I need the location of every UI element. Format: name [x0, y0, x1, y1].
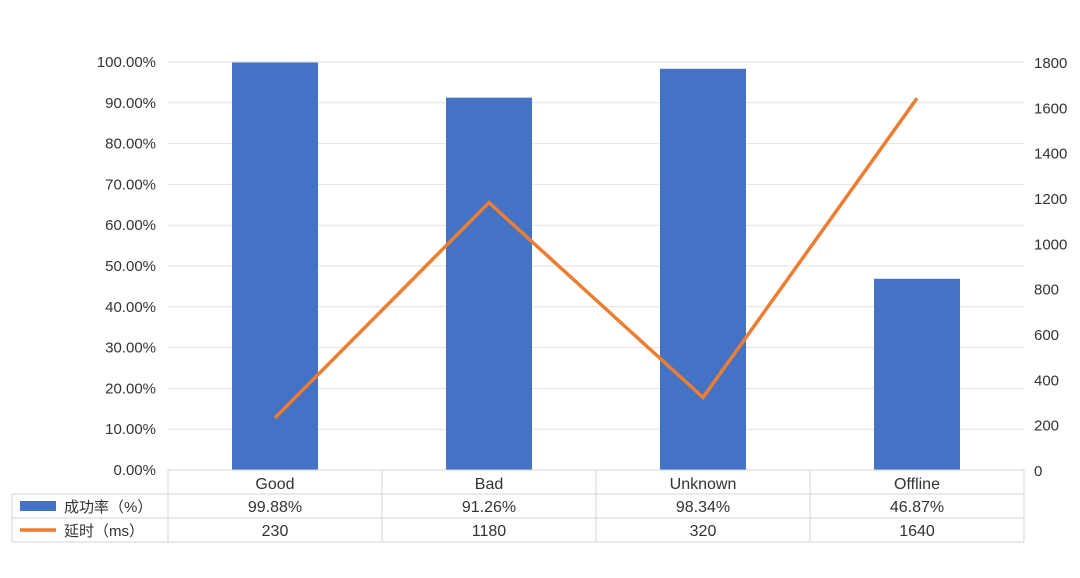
left-y-tick-label: 0.00%	[113, 462, 156, 479]
series-name: 延时（ms）	[64, 523, 144, 540]
right-y-tick-label: 600	[1034, 327, 1059, 344]
right-y-tick-label: 1200	[1034, 191, 1067, 208]
legend-key-bar	[20, 501, 56, 511]
right-y-tick-label: 400	[1034, 372, 1059, 389]
right-y-tick-label: 0	[1034, 463, 1042, 480]
right-y-tick-label: 200	[1034, 418, 1059, 435]
category-label: Good	[255, 476, 294, 493]
line-path	[273, 97, 919, 420]
data-label: 46.87%	[890, 499, 944, 516]
data-label: 320	[690, 523, 717, 540]
left-y-tick-label: 70.00%	[105, 176, 156, 193]
left-y-tick-label: 90.00%	[105, 95, 156, 112]
category-label: Bad	[475, 476, 503, 493]
right-y-tick-label: 1800	[1034, 55, 1067, 72]
data-label: 230	[262, 523, 289, 540]
right-y-tick-label: 1000	[1034, 236, 1067, 253]
data-table: Good Bad Unknown Offline 成功率（%） 延时（ms） 99.88% 9…	[11, 469, 1025, 543]
bar-series	[232, 62, 960, 471]
left-y-tick-label: 40.00%	[105, 299, 156, 316]
line-series	[273, 97, 919, 420]
bar	[660, 68, 746, 470]
left-y-tick-label: 10.00%	[105, 421, 156, 438]
category-label: Unknown	[670, 476, 737, 493]
data-label: 1640	[899, 523, 935, 540]
data-label: 91.26%	[462, 499, 516, 516]
bar	[446, 97, 532, 470]
right-y-tick-label: 1400	[1034, 146, 1067, 163]
left-y-tick-label: 50.00%	[105, 258, 156, 275]
left-y-axis: 0.00% 10.00% 20.00% 30.00% 40.00% 50.00% 60.00…	[97, 54, 156, 479]
bar	[874, 278, 960, 470]
right-y-tick-label: 800	[1034, 282, 1059, 299]
series-name: 成功率（%）	[64, 499, 152, 516]
left-y-tick-label: 30.00%	[105, 340, 156, 357]
left-y-tick-label: 60.00%	[105, 217, 156, 234]
data-label: 99.88%	[248, 499, 302, 516]
data-label: 98.34%	[676, 499, 730, 516]
bar	[232, 62, 318, 471]
right-y-tick-label: 1600	[1034, 100, 1067, 117]
left-y-tick-label: 80.00%	[105, 136, 156, 153]
left-y-tick-label: 100.00%	[97, 54, 156, 71]
category-label: Offline	[894, 476, 940, 493]
right-y-axis: 0 200 400 600 800 1000 1200 1400 1600 1800	[1034, 55, 1067, 480]
left-y-tick-label: 20.00%	[105, 380, 156, 397]
data-label: 1180	[472, 523, 507, 540]
